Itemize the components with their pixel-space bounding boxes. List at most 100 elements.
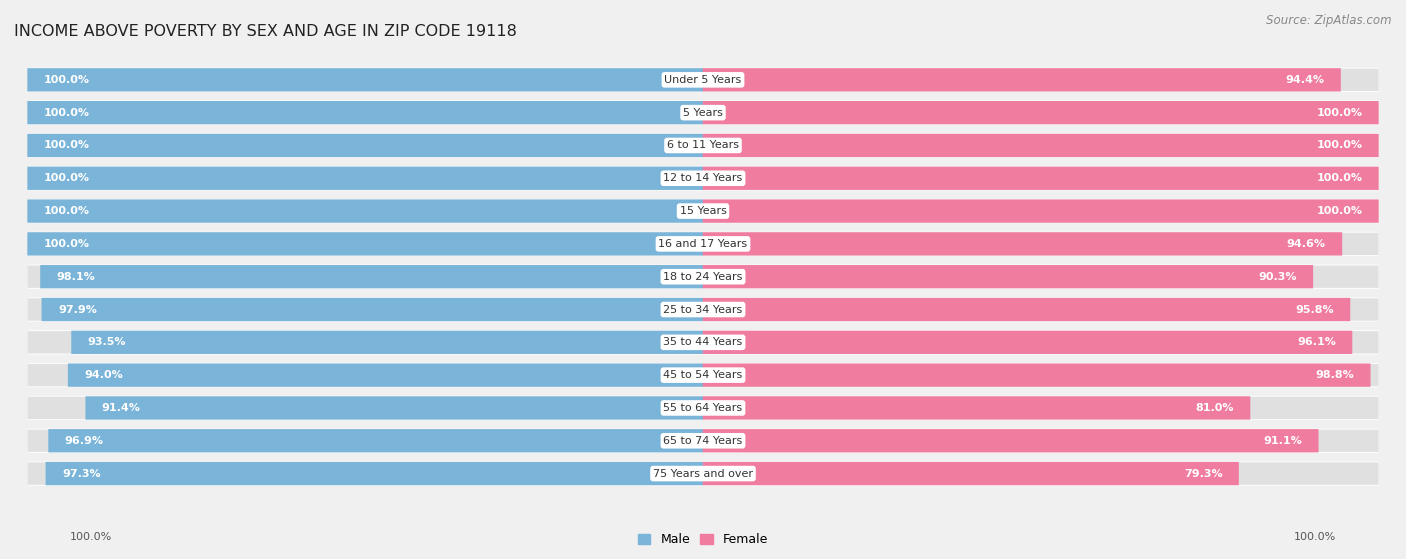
FancyBboxPatch shape — [28, 233, 703, 255]
FancyBboxPatch shape — [703, 331, 1378, 353]
FancyBboxPatch shape — [703, 299, 1378, 321]
FancyBboxPatch shape — [27, 134, 703, 157]
FancyBboxPatch shape — [703, 462, 1378, 485]
FancyBboxPatch shape — [28, 102, 703, 124]
FancyBboxPatch shape — [28, 429, 1378, 453]
FancyBboxPatch shape — [27, 200, 703, 222]
FancyBboxPatch shape — [703, 429, 1319, 452]
Text: 45 to 54 Years: 45 to 54 Years — [664, 370, 742, 380]
Text: Under 5 Years: Under 5 Years — [665, 75, 741, 85]
Text: 18 to 24 Years: 18 to 24 Years — [664, 272, 742, 282]
Text: 75 Years and over: 75 Years and over — [652, 468, 754, 479]
FancyBboxPatch shape — [27, 167, 703, 190]
Text: 35 to 44 Years: 35 to 44 Years — [664, 337, 742, 347]
FancyBboxPatch shape — [28, 430, 703, 452]
Text: 100.0%: 100.0% — [44, 173, 90, 183]
FancyBboxPatch shape — [703, 331, 1353, 354]
FancyBboxPatch shape — [27, 232, 703, 255]
FancyBboxPatch shape — [28, 69, 703, 91]
Text: 100.0%: 100.0% — [44, 239, 90, 249]
Text: 100.0%: 100.0% — [44, 108, 90, 117]
FancyBboxPatch shape — [703, 102, 1378, 124]
Text: 81.0%: 81.0% — [1195, 403, 1234, 413]
Text: 100.0%: 100.0% — [1316, 173, 1362, 183]
FancyBboxPatch shape — [28, 166, 1378, 191]
FancyBboxPatch shape — [28, 266, 703, 288]
FancyBboxPatch shape — [703, 266, 1378, 288]
FancyBboxPatch shape — [28, 396, 1378, 420]
FancyBboxPatch shape — [703, 167, 1378, 190]
FancyBboxPatch shape — [28, 199, 1378, 223]
Text: 90.3%: 90.3% — [1258, 272, 1296, 282]
FancyBboxPatch shape — [703, 69, 1378, 91]
Text: 100.0%: 100.0% — [1316, 140, 1362, 150]
FancyBboxPatch shape — [28, 68, 1378, 92]
Text: 94.6%: 94.6% — [1286, 239, 1326, 249]
Text: 95.8%: 95.8% — [1295, 305, 1334, 315]
FancyBboxPatch shape — [703, 364, 1378, 386]
Text: 91.1%: 91.1% — [1264, 436, 1302, 446]
Text: 12 to 14 Years: 12 to 14 Years — [664, 173, 742, 183]
Text: 100.0%: 100.0% — [1316, 206, 1362, 216]
FancyBboxPatch shape — [703, 134, 1379, 157]
FancyBboxPatch shape — [703, 134, 1378, 157]
Text: 93.5%: 93.5% — [87, 337, 127, 347]
FancyBboxPatch shape — [28, 101, 1378, 125]
Text: 96.9%: 96.9% — [65, 436, 104, 446]
FancyBboxPatch shape — [42, 298, 703, 321]
Text: 97.9%: 97.9% — [58, 305, 97, 315]
Text: 97.3%: 97.3% — [62, 468, 101, 479]
Text: 100.0%: 100.0% — [44, 140, 90, 150]
FancyBboxPatch shape — [86, 396, 703, 420]
Text: 100.0%: 100.0% — [44, 206, 90, 216]
Text: 100.0%: 100.0% — [1294, 532, 1336, 542]
FancyBboxPatch shape — [28, 330, 1378, 354]
Text: 65 to 74 Years: 65 to 74 Years — [664, 436, 742, 446]
FancyBboxPatch shape — [28, 331, 703, 353]
Text: 98.8%: 98.8% — [1316, 370, 1354, 380]
FancyBboxPatch shape — [67, 363, 703, 387]
Text: 6 to 11 Years: 6 to 11 Years — [666, 140, 740, 150]
FancyBboxPatch shape — [703, 233, 1378, 255]
Text: 15 Years: 15 Years — [679, 206, 727, 216]
Text: 98.1%: 98.1% — [56, 272, 96, 282]
Text: 100.0%: 100.0% — [44, 75, 90, 85]
Legend: Male, Female: Male, Female — [633, 528, 773, 551]
FancyBboxPatch shape — [703, 101, 1379, 124]
Text: 96.1%: 96.1% — [1296, 337, 1336, 347]
FancyBboxPatch shape — [703, 265, 1313, 288]
FancyBboxPatch shape — [703, 200, 1378, 222]
FancyBboxPatch shape — [28, 461, 1378, 486]
Text: 55 to 64 Years: 55 to 64 Years — [664, 403, 742, 413]
Text: 25 to 34 Years: 25 to 34 Years — [664, 305, 742, 315]
Text: INCOME ABOVE POVERTY BY SEX AND AGE IN ZIP CODE 19118: INCOME ABOVE POVERTY BY SEX AND AGE IN Z… — [14, 25, 517, 40]
Text: 5 Years: 5 Years — [683, 108, 723, 117]
FancyBboxPatch shape — [28, 264, 1378, 289]
FancyBboxPatch shape — [28, 232, 1378, 256]
FancyBboxPatch shape — [28, 363, 1378, 387]
FancyBboxPatch shape — [28, 297, 1378, 321]
FancyBboxPatch shape — [703, 298, 1350, 321]
FancyBboxPatch shape — [28, 299, 703, 321]
FancyBboxPatch shape — [45, 462, 703, 485]
FancyBboxPatch shape — [48, 429, 703, 452]
FancyBboxPatch shape — [703, 430, 1378, 452]
Text: 91.4%: 91.4% — [101, 403, 141, 413]
FancyBboxPatch shape — [28, 200, 703, 222]
FancyBboxPatch shape — [28, 134, 703, 157]
Text: 79.3%: 79.3% — [1184, 468, 1222, 479]
Text: 94.4%: 94.4% — [1285, 75, 1324, 85]
FancyBboxPatch shape — [703, 200, 1379, 222]
FancyBboxPatch shape — [703, 363, 1371, 387]
FancyBboxPatch shape — [28, 133, 1378, 158]
FancyBboxPatch shape — [28, 167, 703, 190]
Text: Source: ZipAtlas.com: Source: ZipAtlas.com — [1267, 14, 1392, 27]
FancyBboxPatch shape — [28, 364, 703, 386]
FancyBboxPatch shape — [27, 68, 703, 92]
FancyBboxPatch shape — [72, 331, 703, 354]
FancyBboxPatch shape — [703, 396, 1250, 420]
FancyBboxPatch shape — [703, 167, 1379, 190]
FancyBboxPatch shape — [41, 265, 703, 288]
FancyBboxPatch shape — [703, 397, 1378, 419]
Text: 94.0%: 94.0% — [84, 370, 124, 380]
